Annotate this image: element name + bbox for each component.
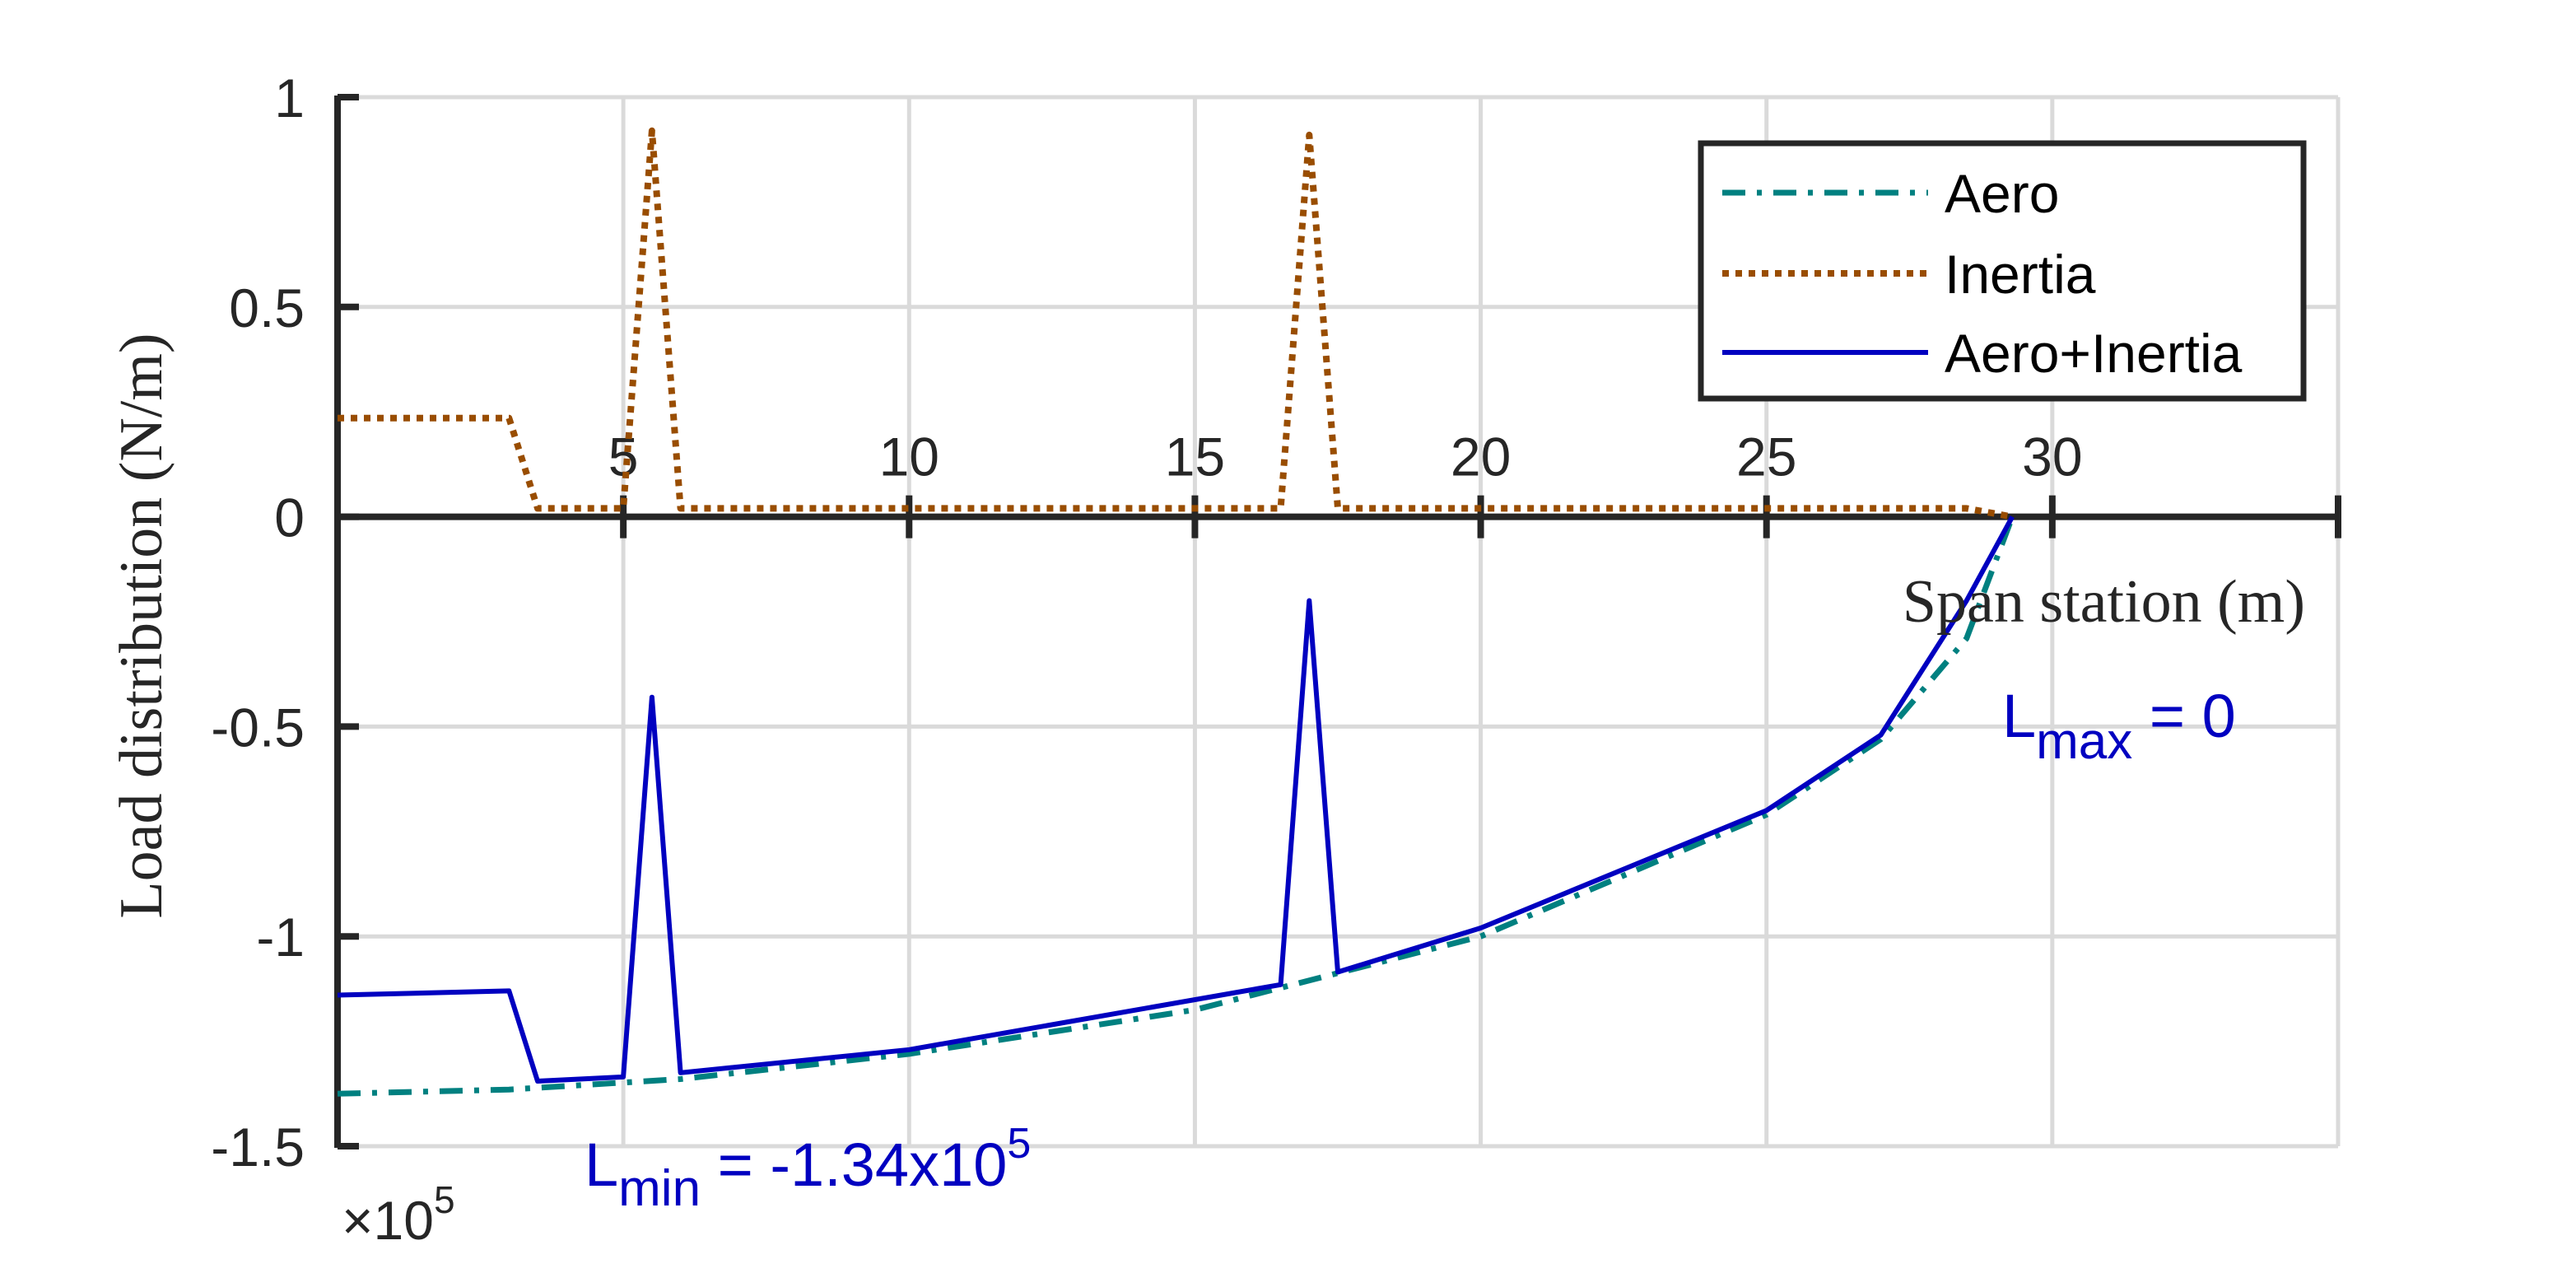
legend-label-inertia: Inertia [1945,244,2096,305]
legend-entry-inertia: Inertia [1722,244,2096,305]
x-tick-labels: 5 10 15 20 25 30 [608,427,2083,487]
lmin-subscript: min [618,1160,701,1217]
plot-border [338,95,2341,1149]
lmin-value: = -1.34x10 [701,1131,1007,1199]
y-axis-title: Load distribution (N/m) [108,333,175,918]
y-tick-label: -0.5 [211,697,305,758]
y-tick-label: -1.5 [211,1117,305,1177]
y-tick-label: 1 [274,68,305,128]
lmax-symbol: L [2002,682,2036,750]
lmin-exponent: 5 [1007,1120,1031,1168]
y-tick-labels: 1 0.5 0 -0.5 -1 -1.5 [211,68,305,1177]
svg-text:×105: ×105 [342,1178,455,1251]
lmax-annotation: Lmax = 0 [2002,682,2236,770]
y-multiplier-base: ×10 [342,1190,434,1251]
y-tick-label: 0 [274,487,305,548]
y-tick-label: -1 [256,907,305,968]
x-axis-title: Span station (m) [1903,568,2305,636]
y-tick-label: 0.5 [229,277,305,338]
series-line-aero-inertia [337,515,2015,1084]
y-scale-multiplier: ×105 [342,1178,455,1251]
x-tick-label: 15 [1165,427,1225,487]
legend-label-aero-inertia: Aero+Inertia [1945,323,2243,384]
x-tick-label: 20 [1451,427,1511,487]
legend-entry-aero-inertia: Aero+Inertia [1722,323,2243,384]
lmax-value: = 0 [2132,682,2236,750]
svg-text:Lmin = -1.34x105: Lmin = -1.34x105 [585,1120,1031,1217]
legend-label-aero: Aero [1945,163,2059,224]
legend-entry-aero: Aero [1722,163,2059,224]
legend: Aero Inertia Aero+Inertia [1698,140,2307,402]
series-line-aero [337,515,2015,1097]
series-line-inertia [338,127,2014,520]
x-tick-label: 10 [879,427,939,487]
x-grid-lines [621,97,2055,1146]
lmin-symbol: L [585,1131,618,1199]
y-multiplier-exponent: 5 [434,1178,455,1221]
svg-text:Lmax = 0: Lmax = 0 [2002,682,2236,770]
x-tick-label: 30 [2022,427,2082,487]
lmax-subscript: max [2036,713,2132,770]
lmin-annotation: Lmin = -1.34x105 [585,1120,1031,1217]
series-lines [337,127,2015,1097]
x-tick-label: 25 [1736,427,1796,487]
